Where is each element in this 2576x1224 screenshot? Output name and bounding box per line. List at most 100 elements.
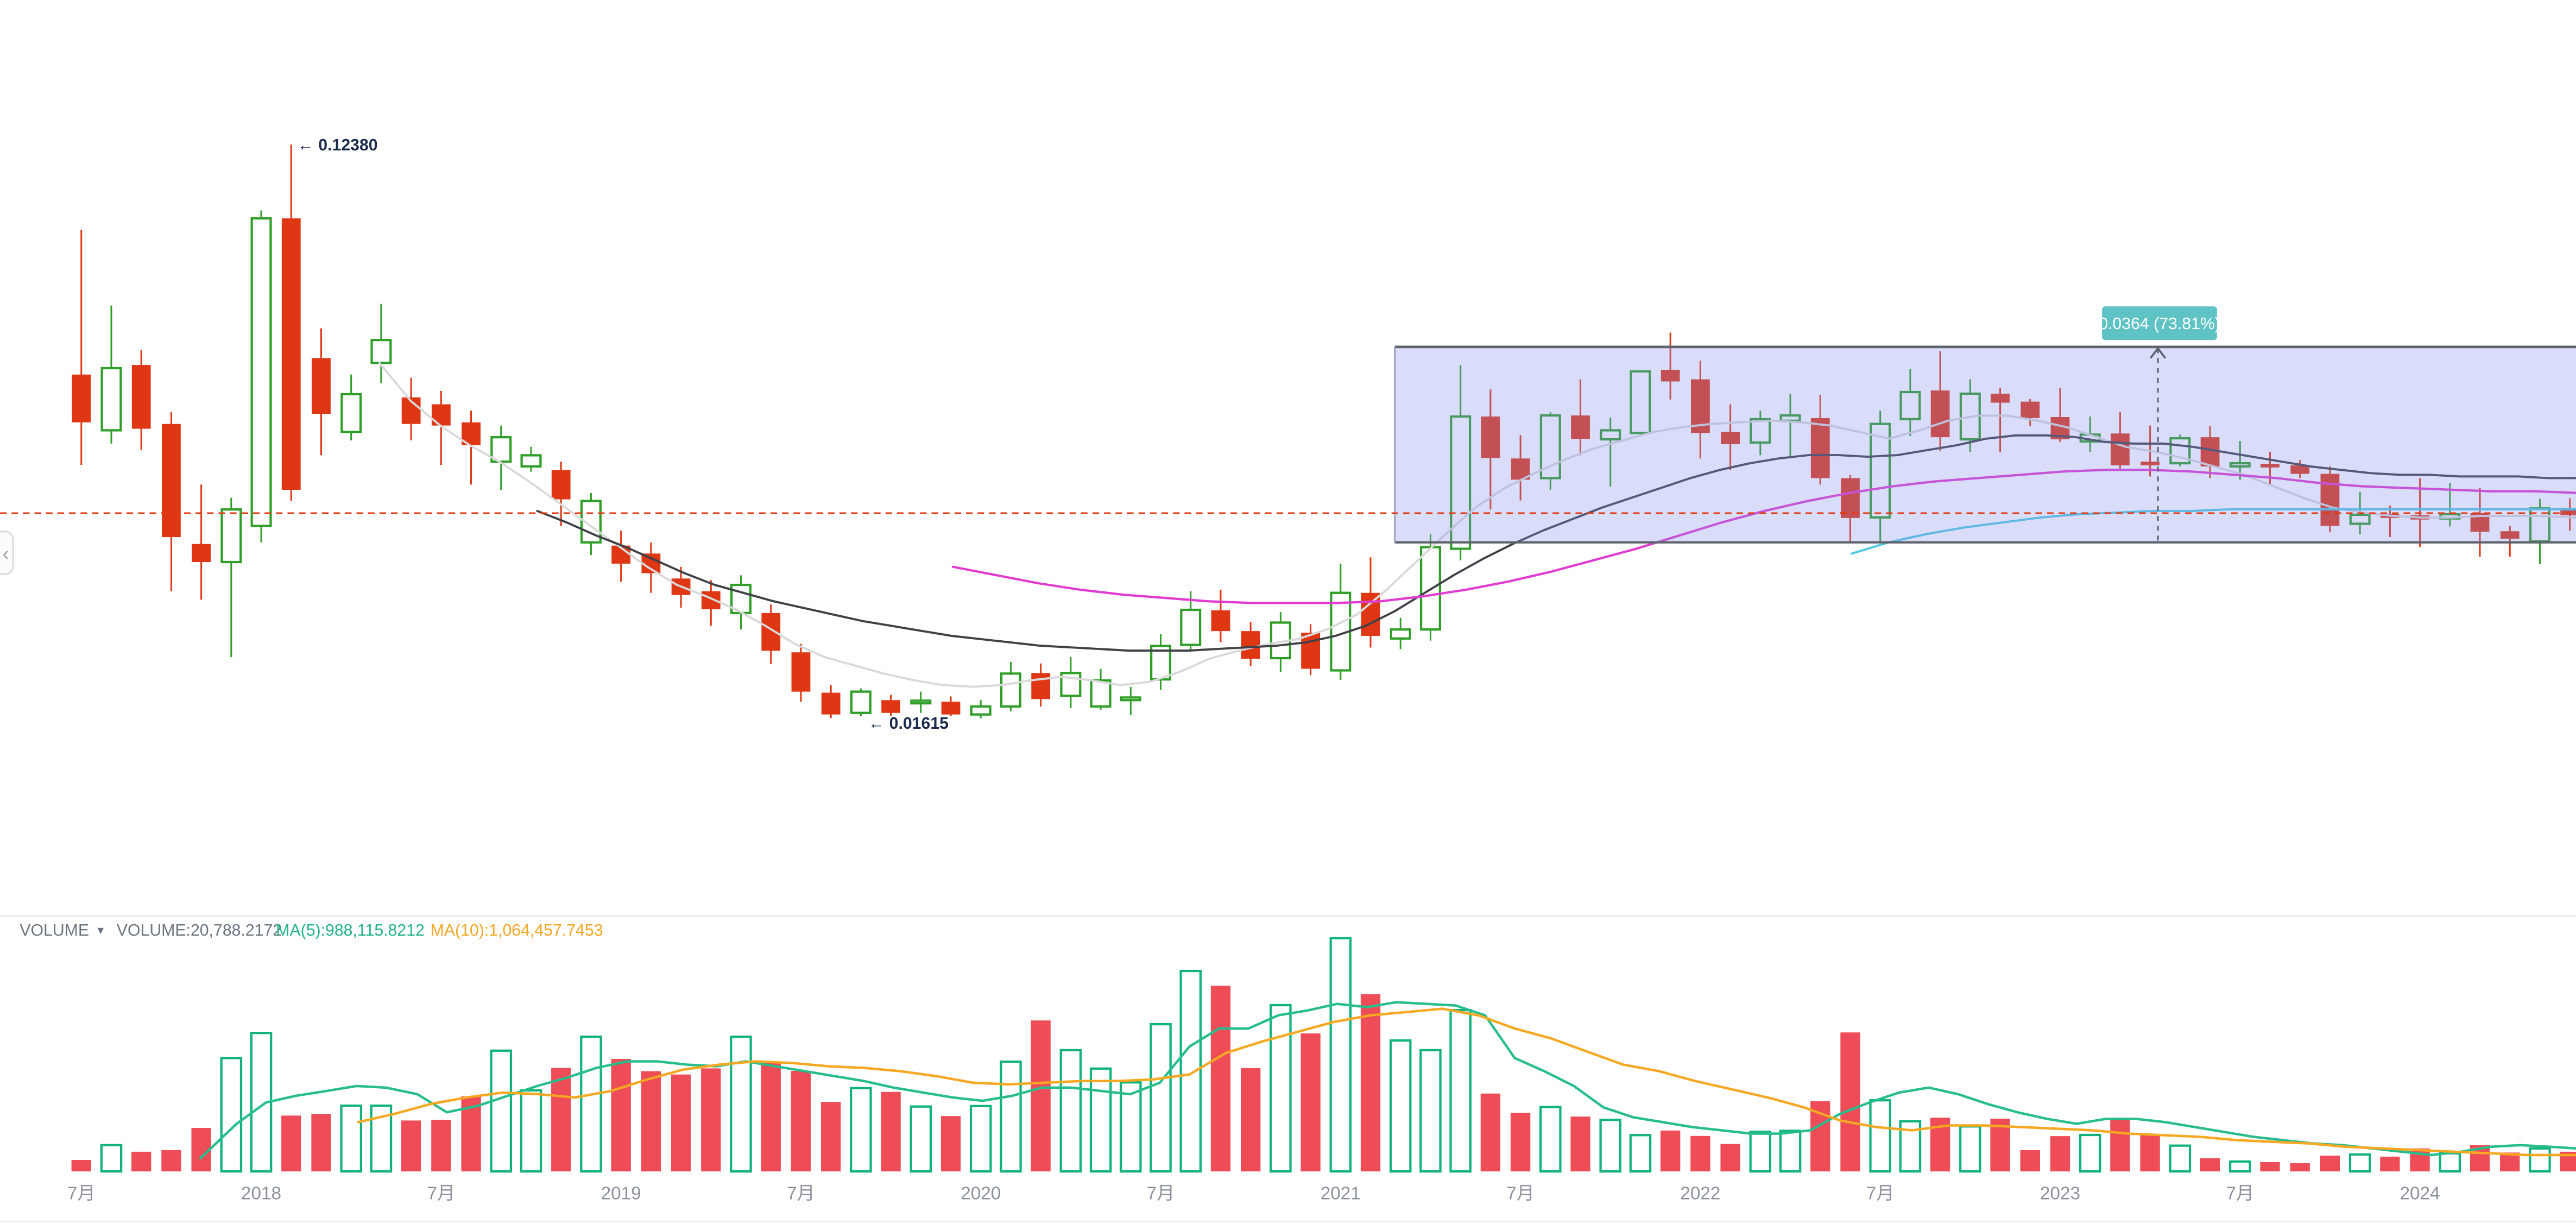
left-collapse-tab[interactable]: ‹ — [0, 531, 14, 575]
volume-bar[interactable] — [1419, 1049, 1442, 1173]
volume-bar[interactable] — [910, 1105, 932, 1173]
candle-body[interactable] — [1539, 414, 1561, 479]
candle-body[interactable] — [1630, 370, 1651, 434]
candle-body[interactable] — [970, 705, 992, 716]
candle-body[interactable] — [72, 374, 91, 422]
volume-bar[interactable] — [1510, 1113, 1531, 1172]
volume-bar[interactable] — [1480, 1093, 1501, 1172]
measure-region-box[interactable] — [1394, 346, 2576, 542]
candle-body[interactable] — [100, 367, 122, 432]
candle-body[interactable] — [1481, 417, 1500, 458]
volume-bar[interactable] — [1389, 1039, 1412, 1173]
volume-bar[interactable] — [2290, 1163, 2310, 1172]
volume-bar[interactable] — [1210, 986, 1231, 1172]
candle-body[interactable] — [791, 652, 811, 692]
volume-bar[interactable] — [580, 1035, 602, 1173]
volume-bar[interactable] — [1959, 1125, 1981, 1173]
volume-bar[interactable] — [2110, 1120, 2130, 1172]
volume-bar[interactable] — [1089, 1067, 1112, 1173]
candle-body[interactable] — [1721, 432, 1740, 444]
volume-bar[interactable] — [1599, 1119, 1622, 1173]
volume-bar[interactable] — [431, 1120, 451, 1172]
volume-bar[interactable] — [969, 1105, 992, 1173]
volume-bar[interactable] — [2140, 1134, 2160, 1172]
candle-body[interactable] — [2141, 462, 2160, 465]
candle-body[interactable] — [1870, 422, 1891, 519]
volume-bar[interactable] — [2320, 1156, 2340, 1172]
volume-bar[interactable] — [730, 1035, 752, 1173]
candle-body[interactable] — [2200, 437, 2220, 466]
volume-bar[interactable] — [611, 1058, 631, 1172]
volume-bar[interactable] — [2200, 1158, 2220, 1172]
candle-body[interactable] — [370, 339, 392, 364]
candle-body[interactable] — [1810, 418, 1830, 478]
candle-body[interactable] — [1750, 418, 1771, 444]
candle-body[interactable] — [881, 700, 900, 713]
volume-bar[interactable] — [161, 1150, 181, 1172]
volume-bar[interactable] — [1749, 1131, 1772, 1173]
volume-bar[interactable] — [1840, 1032, 1860, 1172]
candle-body[interactable] — [431, 404, 451, 426]
candle-body[interactable] — [761, 613, 781, 651]
volume-bar[interactable] — [2529, 1147, 2551, 1173]
volume-bar[interactable] — [401, 1120, 421, 1172]
candle-body[interactable] — [131, 365, 151, 429]
volume-bar[interactable] — [2348, 1153, 2371, 1173]
volume-bar[interactable] — [100, 1144, 123, 1173]
candle-body[interactable] — [2290, 465, 2310, 474]
volume-bar[interactable] — [701, 1068, 721, 1172]
candle-body[interactable] — [2500, 531, 2520, 539]
volume-bar[interactable] — [1660, 1130, 1681, 1172]
volume-bar[interactable] — [1570, 1116, 1590, 1172]
candle-body[interactable] — [2111, 433, 2130, 465]
candle-body[interactable] — [2261, 464, 2280, 468]
volume-bar[interactable] — [1059, 1049, 1082, 1173]
candle-body[interactable] — [1090, 679, 1112, 708]
volume-bar[interactable] — [2079, 1133, 2101, 1173]
volume-bar[interactable] — [1779, 1130, 1802, 1173]
candle-body[interactable] — [1031, 673, 1051, 699]
volume-bar[interactable] — [1031, 1020, 1051, 1172]
volume-bar[interactable] — [1120, 1081, 1142, 1173]
candle-body[interactable] — [192, 544, 211, 562]
candle-body[interactable] — [1841, 478, 1860, 518]
candle-body[interactable] — [2021, 401, 2040, 418]
volume-bar[interactable] — [131, 1151, 151, 1172]
volume-bar[interactable] — [1179, 969, 1202, 1173]
volume-bar[interactable] — [71, 1160, 91, 1172]
volume-bar[interactable] — [340, 1105, 362, 1173]
candle-body[interactable] — [910, 699, 932, 705]
volume-bar[interactable] — [1720, 1144, 1740, 1172]
volume-bar[interactable] — [2050, 1136, 2070, 1172]
volume-bar[interactable] — [821, 1102, 841, 1172]
candle-body[interactable] — [1390, 628, 1411, 640]
candle-body[interactable] — [220, 508, 242, 564]
volume-bar[interactable] — [2169, 1144, 2192, 1173]
candle-body[interactable] — [340, 393, 362, 433]
candle-body[interactable] — [1241, 631, 1260, 659]
volume-bar[interactable] — [1000, 1060, 1022, 1173]
candle-body[interactable] — [1930, 390, 1950, 438]
candle-body[interactable] — [850, 690, 872, 714]
volume-bar[interactable] — [671, 1074, 691, 1172]
volume-bar[interactable] — [1150, 1023, 1172, 1173]
volume-bar[interactable] — [761, 1063, 781, 1172]
candle-body[interactable] — [941, 702, 961, 715]
candle-body[interactable] — [551, 470, 571, 500]
volume-bar[interactable] — [2229, 1160, 2251, 1173]
volume-bar[interactable] — [1539, 1106, 1562, 1173]
volume-bar[interactable] — [940, 1116, 961, 1172]
candle-body[interactable] — [281, 218, 301, 490]
volume-bar[interactable] — [1300, 1033, 1321, 1172]
candle-body[interactable] — [1361, 592, 1380, 636]
candle-body[interactable] — [520, 454, 542, 468]
volume-bar[interactable] — [520, 1089, 542, 1173]
volume-bar[interactable] — [850, 1087, 872, 1173]
volume-bar[interactable] — [881, 1091, 901, 1172]
candle-body[interactable] — [1991, 393, 2010, 403]
candle-body[interactable] — [1301, 633, 1320, 669]
volume-bar[interactable] — [1270, 1004, 1292, 1173]
volume-bar[interactable] — [1629, 1134, 1652, 1173]
candle-body[interactable] — [821, 692, 841, 715]
